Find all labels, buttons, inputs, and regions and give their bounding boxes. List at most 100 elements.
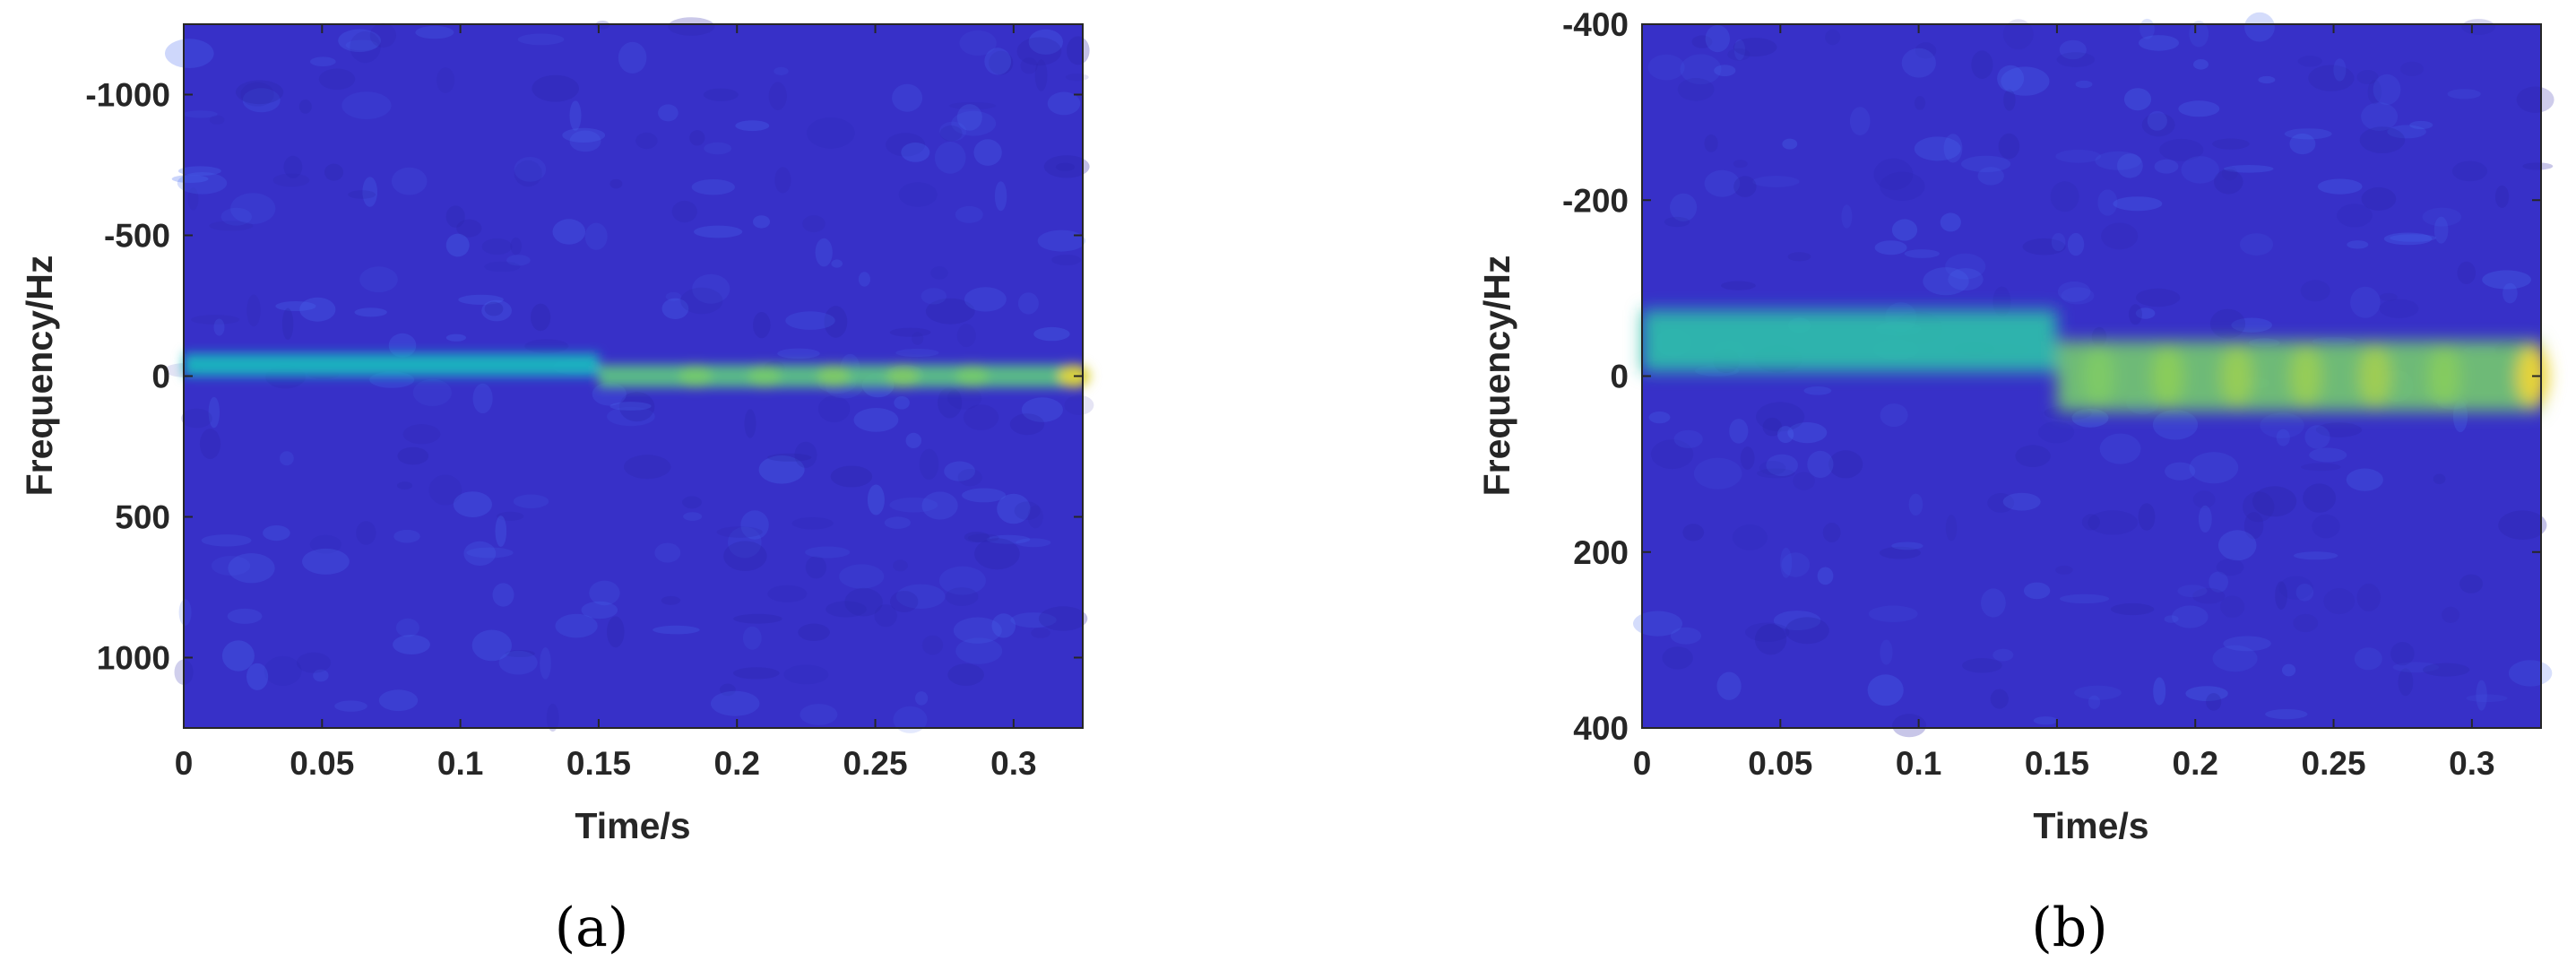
texture-blob [1016,37,1062,66]
texture-blob [369,22,396,48]
texture-blob [1670,193,1698,222]
texture-blob [2304,425,2330,449]
texture-blob [1662,646,1693,670]
texture-blob [1673,429,1703,448]
texture-blob [324,163,343,181]
texture-blob [221,640,255,671]
texture-blob [569,100,582,131]
ridge-peak [2151,345,2184,407]
texture-blob [1704,169,1741,197]
ridge-peak [2289,345,2322,407]
texture-blob [2359,126,2406,154]
texture-blob [2508,660,2553,687]
texture-blob [964,287,1007,312]
x-tick-label: 0.3 [2449,745,2494,782]
texture-blob [183,110,218,118]
texture-blob [171,175,209,184]
texture-blob [1020,57,1038,74]
texture-blob [2003,89,2016,111]
texture-blob [1787,252,1811,262]
texture-blob [1065,74,1089,82]
texture-blob [1880,171,1925,201]
texture-blob [665,291,682,301]
texture-blob [2214,169,2243,195]
texture-blob [456,219,482,238]
y-tick-label: 1000 [97,640,170,677]
texture-blob [974,538,1020,570]
y-axis-ticks-b: -400 -200 0 200 400 [1562,6,2541,747]
ridge-peak [2358,345,2391,407]
x-axis-ticks-b: 0 0.05 0.1 0.15 0.2 0.25 0.3 [1633,24,2495,782]
texture-blob [2192,490,2216,509]
texture-blob [2216,559,2244,576]
texture-blob [2315,422,2363,438]
texture-blob [938,386,963,419]
texture-blob [805,546,851,559]
texture-blob [658,104,679,122]
ridge-segment [184,353,599,377]
texture-blob [498,650,538,675]
texture-blob [497,511,524,521]
texture-blob [466,547,514,559]
texture-blob [514,160,542,187]
x-tick-label: 0.2 [714,745,760,782]
texture-blob [740,510,769,540]
texture-blob [919,448,939,480]
texture-blob [830,465,873,488]
texture-blob [191,315,240,325]
texture-blob [2293,613,2319,633]
texture-blob [2050,181,2079,212]
texture-blob [2260,412,2304,438]
texture-blob [209,221,254,231]
texture-blob [2177,585,2208,598]
texture-blob [618,392,655,422]
texture-blob [1785,617,1829,645]
texture-blob [951,110,997,136]
texture-blob [1677,78,1715,101]
texture-blob [1998,133,2020,160]
texture-blob [2243,512,2264,540]
texture-blob [1891,541,1923,550]
texture-blob [1901,48,1936,78]
spectrogram-a-svg: 0 0.05 0.1 0.15 0.2 0.25 0.3 -1000 -500 0 500 1000… [19,17,1094,959]
texture-blob [1647,54,1685,81]
texture-blob [1031,628,1050,638]
texture-blob [393,635,430,654]
texture-blob [1948,268,1984,291]
texture-blob [492,583,514,607]
texture-blob [2276,429,2290,446]
texture-blob [2081,514,2100,531]
texture-blob [1682,524,1705,541]
texture-blob [1977,167,2004,186]
texture-blob [2258,75,2276,84]
texture-blob [2057,281,2091,302]
texture-blob [753,215,770,229]
texture-blob [905,432,922,448]
texture-blob [2295,584,2314,602]
y-tick-label: -500 [104,218,170,255]
ridge-peak [955,364,989,388]
texture-blob [2297,56,2322,67]
texture-blob [2061,287,2095,305]
texture-blob [962,488,1007,503]
texture-blob [2206,693,2222,711]
y-tick-label: 500 [115,499,170,536]
texture-blob [2333,58,2347,82]
texture-blob [2189,21,2209,48]
texture-blob [783,664,829,685]
texture-blob [2244,12,2275,42]
texture-blob [2347,240,2369,249]
texture-blob [2212,138,2250,150]
texture-blob [2423,663,2470,677]
texture-blob [2055,565,2073,575]
texture-blob [624,455,671,480]
texture-blob [2147,110,2167,131]
texture-blob [445,205,465,228]
texture-blob [1051,255,1082,265]
texture-blob [388,333,417,358]
texture-blob [1943,134,1963,163]
x-axis-ticks-a: 0 0.05 0.1 0.15 0.2 0.25 0.3 [175,24,1037,782]
texture-blob [805,556,827,579]
texture-blob [510,237,522,256]
texture-blob [592,382,627,406]
